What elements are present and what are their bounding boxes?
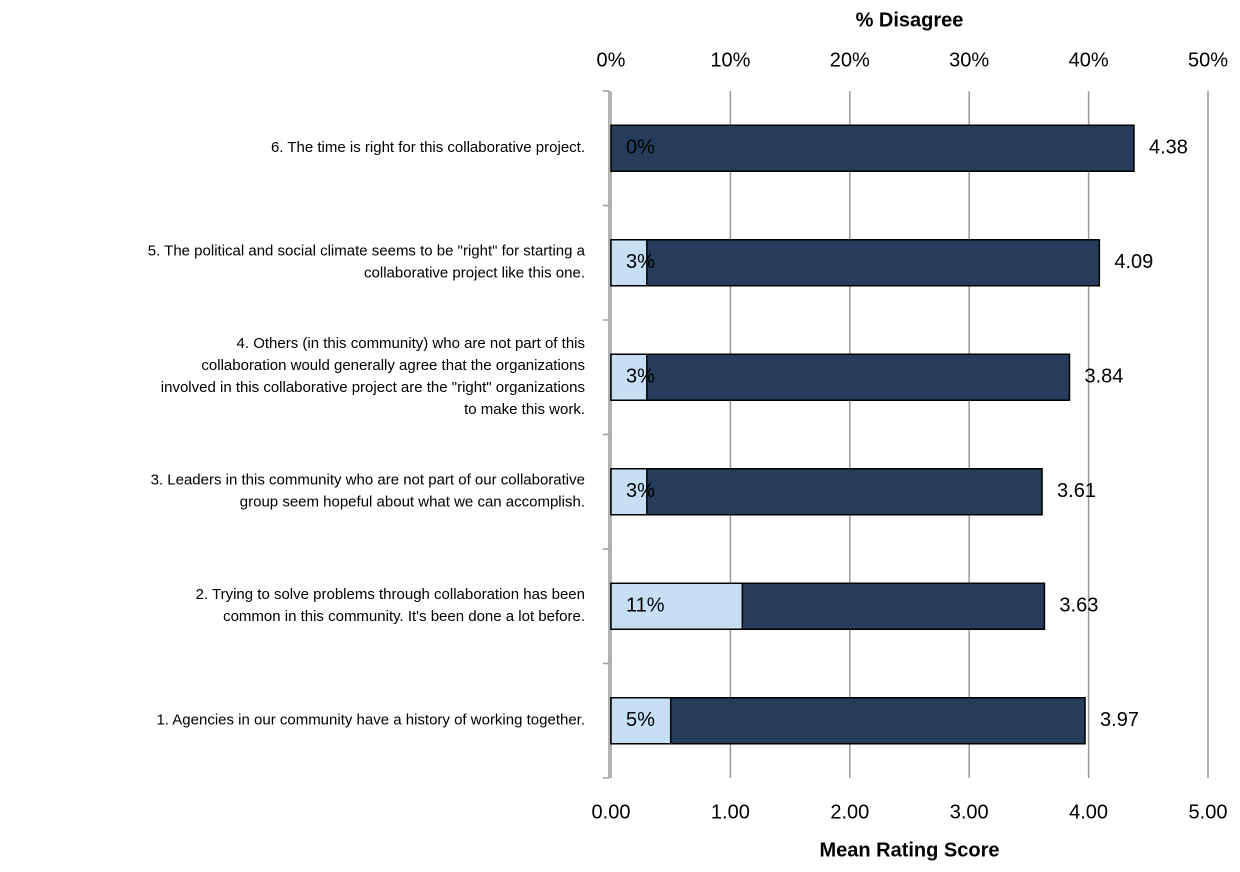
top-tick-label: 0% [597,49,626,71]
top-tick-label: 20% [830,49,870,71]
bottom-tick-label: 4.00 [1069,801,1108,823]
mean-rating-bar [610,353,1071,401]
mean-rating-bar [610,124,1135,172]
category-label: 3. Leaders in this community who are not… [151,472,585,489]
category-label: 1. Agencies in our community have a hist… [156,712,585,729]
percent-disagree-bar [610,468,648,516]
bottom-axis-title: Mean Rating Score [819,839,999,861]
category-label: group seem hopeful about what we can acc… [240,494,585,511]
percent-disagree-bar [610,582,744,630]
percent-disagree-label: 0% [626,137,655,159]
mean-rating-label: 4.09 [1114,251,1153,273]
bottom-tick-label: 2.00 [830,801,869,823]
category-label: common in this community. It's been done… [223,608,585,625]
percent-disagree-label: 3% [626,251,655,273]
percent-disagree-label: 3% [626,480,655,502]
mean-rating-label: 4.38 [1149,137,1188,159]
percent-disagree-bar [610,697,672,745]
mean-rating-label: 3.84 [1084,366,1123,388]
percent-disagree-label: 3% [626,366,655,388]
mean-rating-bar [610,468,1043,516]
category-label: 6. The time is right for this collaborat… [271,139,585,156]
category-label: collaborative project like this one. [364,265,585,282]
percent-disagree-label: 11% [626,595,665,617]
bottom-tick-label: 3.00 [950,801,989,823]
category-label: to make this work. [464,401,585,418]
bottom-tick-label: 5.00 [1189,801,1228,823]
percent-disagree-bar [610,353,648,401]
top-tick-label: 50% [1188,49,1228,71]
bottom-tick-label: 1.00 [711,801,750,823]
category-label: 4. Others (in this community) who are no… [237,335,585,352]
bottom-tick-label: 0.00 [592,801,631,823]
mean-rating-label: 3.61 [1057,480,1096,502]
mean-rating-bar [610,697,1086,745]
mean-rating-bar [610,239,1101,287]
top-axis-title: % Disagree [856,9,964,31]
top-tick-label: 40% [1069,49,1109,71]
category-label: 5. The political and social climate seem… [148,243,586,260]
top-tick-label: 10% [710,49,750,71]
category-label: collaboration would generally agree that… [201,357,585,374]
percent-disagree-label: 5% [626,709,655,731]
mean-rating-label: 3.97 [1100,709,1139,731]
category-label: 2. Trying to solve problems through coll… [196,586,585,603]
percent-disagree-bar [610,239,648,287]
category-label: involved in this collaborative project a… [161,379,585,396]
mean-rating-label: 3.63 [1059,595,1098,617]
top-tick-label: 30% [949,49,989,71]
